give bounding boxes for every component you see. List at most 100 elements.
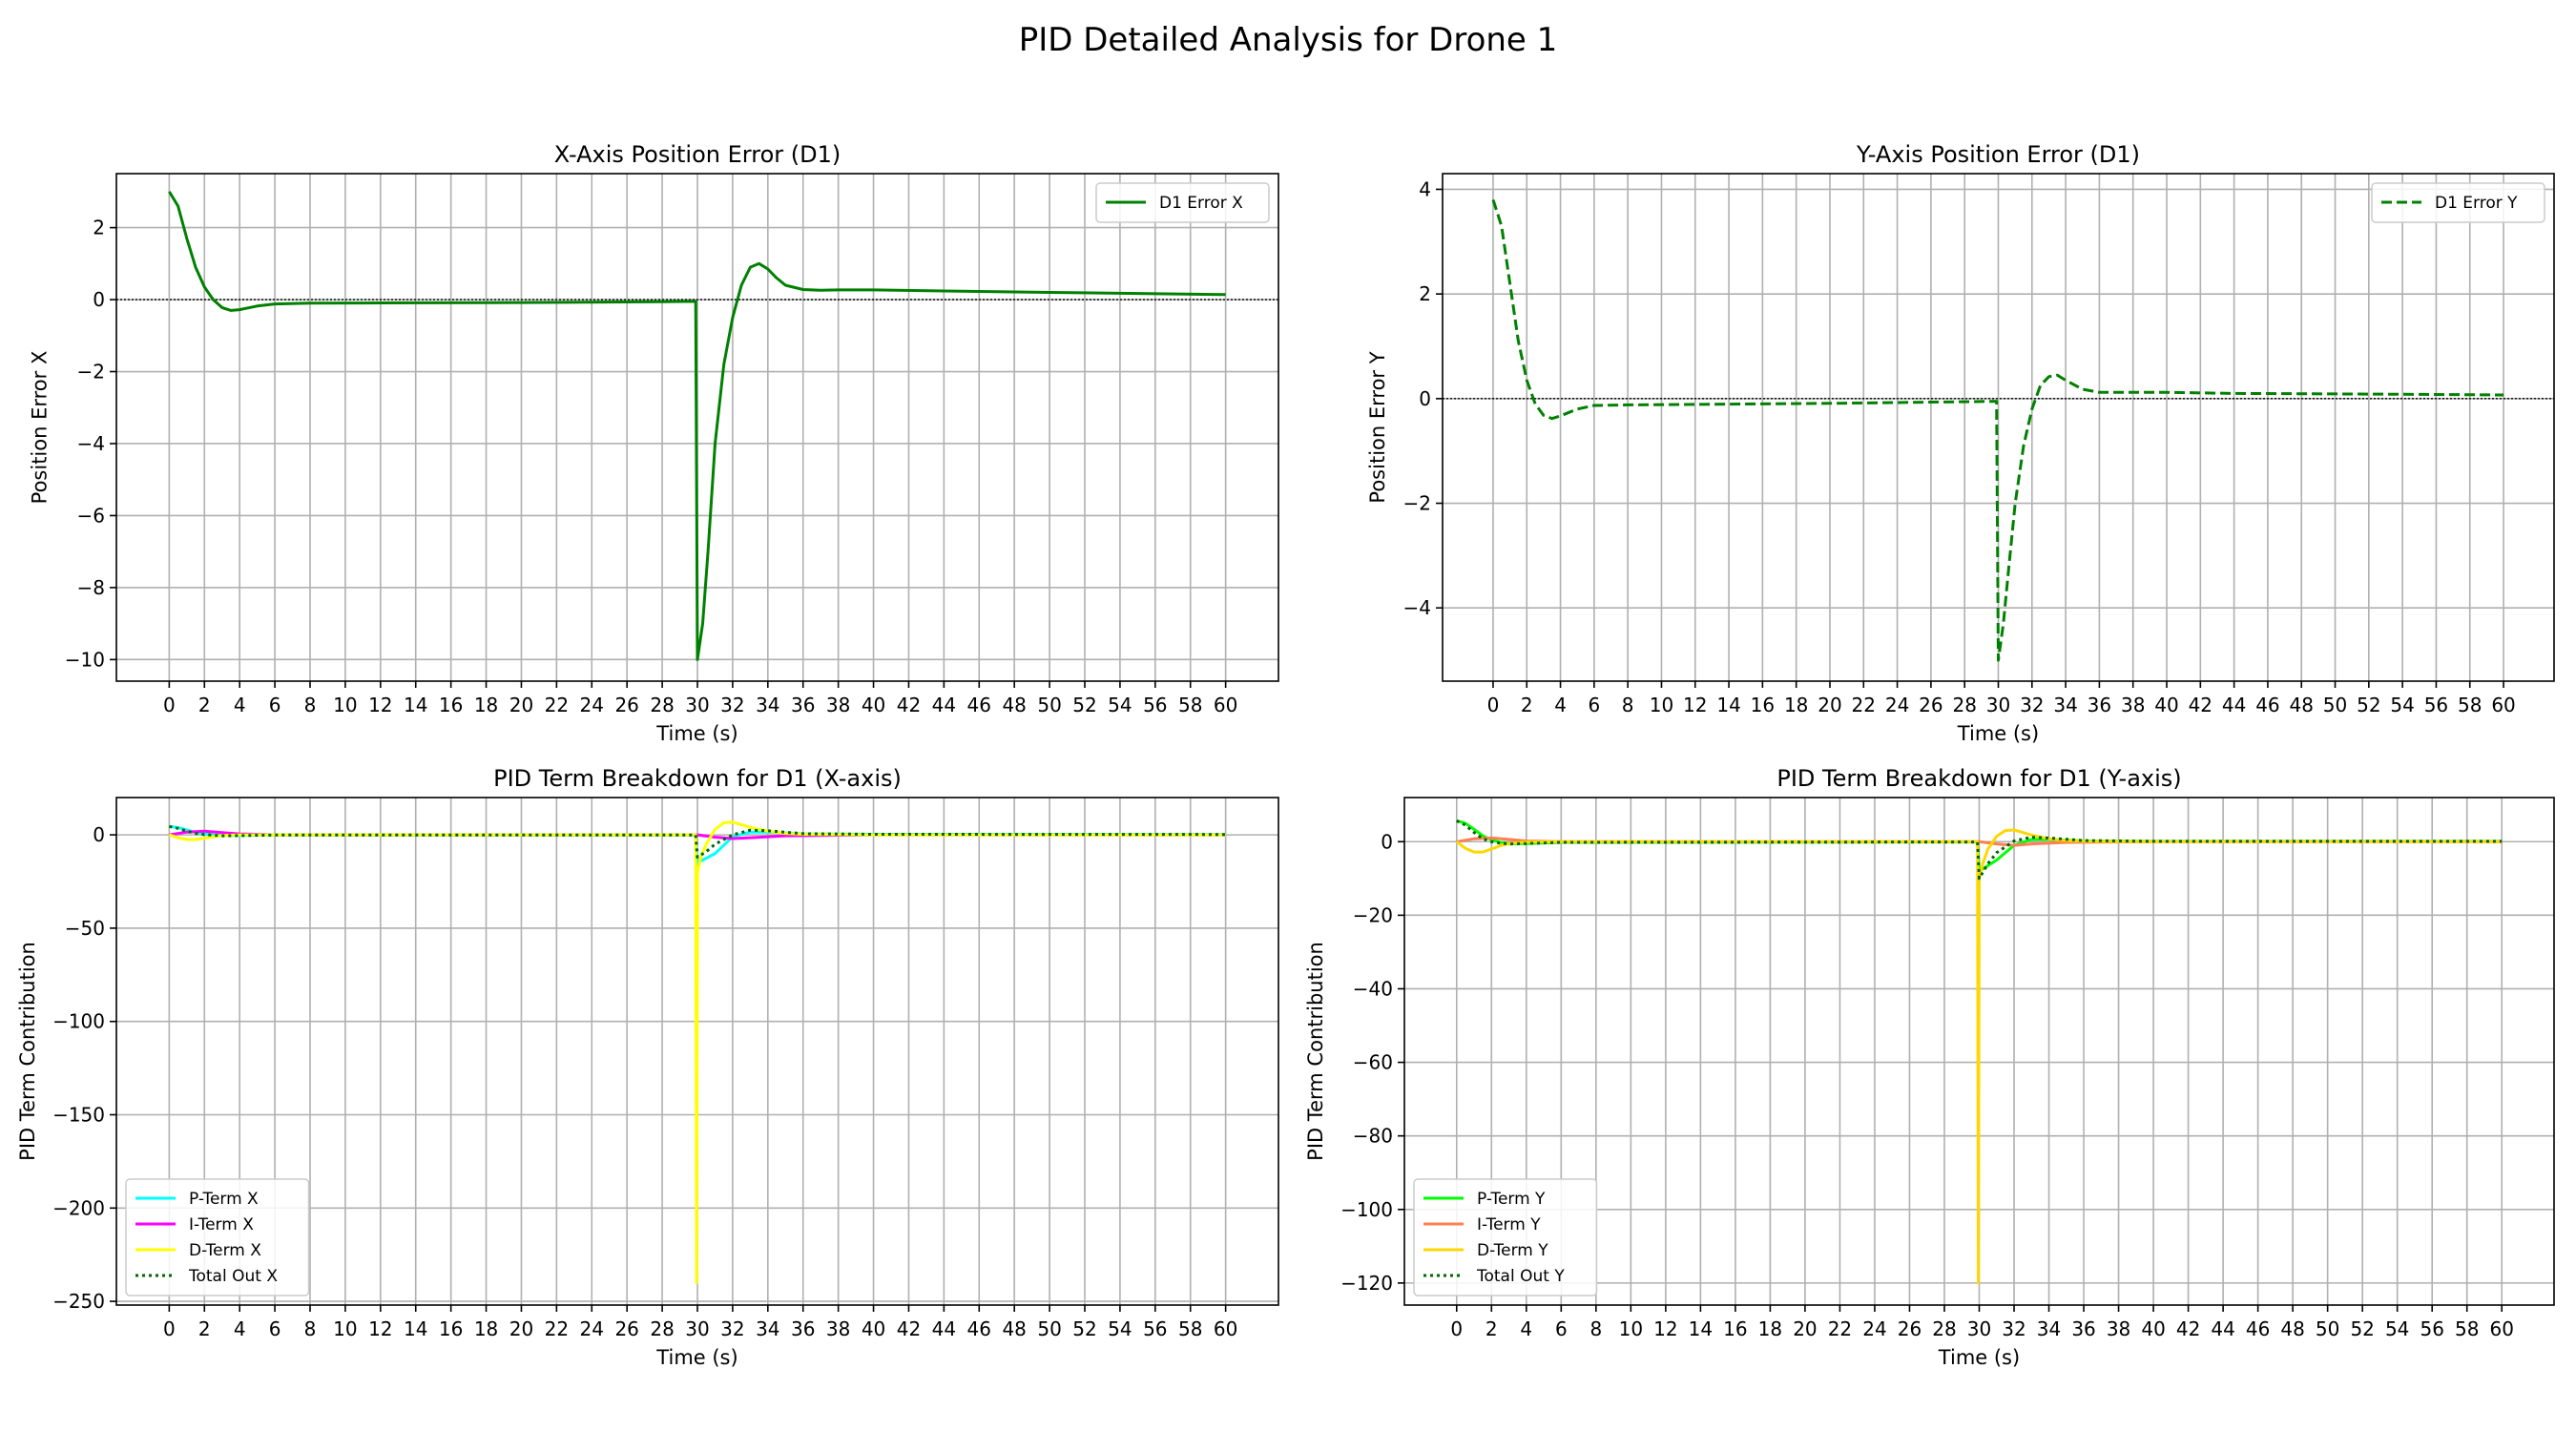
x-tick-label: 28	[1932, 1317, 1956, 1340]
x-tick-label: 16	[1723, 1317, 1747, 1340]
x-tick-label: 30	[685, 694, 709, 716]
x-tick-label: 34	[756, 1317, 779, 1340]
x-tick-label: 50	[1037, 1317, 1061, 1340]
series-group	[168, 820, 1226, 1284]
x-tick-label: 30	[685, 1317, 709, 1340]
x-tick-label: 24	[580, 694, 604, 716]
x-tick-label: 6	[1555, 1317, 1568, 1340]
x-tick-label: 20	[509, 694, 533, 716]
x-tick-label: 22	[545, 694, 569, 716]
x-tick-label: 58	[2458, 694, 2482, 716]
x-tick-label: 40	[862, 1317, 885, 1340]
x-tick-label: 60	[2491, 694, 2515, 716]
y-tick-label: 4	[1419, 177, 1431, 200]
series-line-total-out-x	[169, 824, 1226, 860]
x-tick-label: 24	[580, 1317, 604, 1340]
x-tick-label: 2	[198, 694, 211, 716]
x-tick-label: 56	[2420, 1317, 2443, 1340]
x-tick-label: 4	[234, 694, 246, 716]
series-group	[168, 191, 1226, 661]
x-axis-label: Time (s)	[1957, 722, 2039, 745]
x-tick-label: 24	[1885, 694, 1909, 716]
x-tick-label: 20	[1793, 1317, 1817, 1340]
y-tick-label: −200	[52, 1196, 105, 1219]
legend-box	[125, 1178, 310, 1296]
x-tick-label: 4	[1554, 694, 1567, 716]
x-axis-label: Time (s)	[655, 1346, 737, 1369]
x-tick-label: 38	[826, 1317, 850, 1340]
x-tick-label: 26	[614, 1317, 638, 1340]
x-tick-label: 2	[1521, 694, 1533, 716]
x-tick-label: 18	[474, 1317, 498, 1340]
legend-label: Total Out X	[188, 1267, 278, 1286]
x-tick-label: 32	[2002, 1317, 2025, 1340]
x-tick-label: 16	[439, 694, 463, 716]
x-tick-label: 6	[1588, 694, 1600, 716]
x-tick-label: 2	[1485, 1317, 1498, 1340]
series-line-total-out-y	[1456, 819, 2503, 881]
x-tick-label: 18	[1758, 1317, 1782, 1340]
x-tick-label: 30	[1967, 1317, 1991, 1340]
x-tick-label: 22	[545, 1317, 569, 1340]
x-tick-label: 10	[1650, 694, 1673, 716]
x-tick-label: 56	[2424, 694, 2448, 716]
x-tick-label: 52	[2357, 694, 2380, 716]
x-tick-label: 40	[2154, 694, 2178, 716]
x-tick-label: 44	[2211, 1317, 2234, 1340]
x-tick-label: 18	[1784, 694, 1808, 716]
x-tick-label: 60	[2490, 1317, 2514, 1340]
x-tick-label: 8	[1622, 694, 1634, 716]
x-tick-label: 44	[932, 694, 956, 716]
x-tick-label: 12	[368, 1317, 392, 1340]
x-tick-label: 54	[2385, 1317, 2409, 1340]
x-tick-label: 28	[650, 694, 674, 716]
x-tick-label: 48	[1002, 694, 1026, 716]
x-tick-label: 22	[1828, 1317, 1852, 1340]
x-tick-label: 12	[1653, 1317, 1677, 1340]
x-tick-label: 16	[1751, 694, 1775, 716]
series-line-d1-error-y	[1491, 198, 2504, 662]
series-group	[1455, 819, 2503, 1285]
x-tick-label: 40	[862, 694, 885, 716]
x-tick-label: 60	[1214, 1317, 1237, 1340]
x-tick-label: 32	[2020, 694, 2044, 716]
chart-title: Y-Axis Position Error (D1)	[1856, 141, 2140, 168]
y-tick-label: 0	[1419, 387, 1431, 410]
x-tick-label: 50	[2316, 1317, 2339, 1340]
x-tick-label: 36	[2071, 1317, 2095, 1340]
legend-label: Total Out Y	[1476, 1267, 1565, 1286]
legend-label: I-Term Y	[1477, 1215, 1541, 1234]
y-tick-label: 0	[93, 288, 105, 311]
x-tick-label: 56	[1143, 1317, 1167, 1340]
series-line-d-term-y	[1455, 828, 2503, 1285]
legend-label: P-Term X	[189, 1190, 259, 1209]
y-tick-label: 2	[93, 217, 105, 239]
x-axis-label: Time (s)	[655, 722, 737, 745]
y-axis-label: PID Term Contribution	[1304, 942, 1327, 1161]
x-tick-label: 50	[1037, 694, 1061, 716]
x-tick-label: 2	[198, 1317, 211, 1340]
x-tick-label: 12	[368, 694, 392, 716]
x-tick-label: 54	[1108, 694, 1132, 716]
x-tick-label: 8	[1589, 1317, 1602, 1340]
legend-label: D1 Error Y	[2435, 194, 2518, 213]
x-tick-label: 46	[2246, 1317, 2270, 1340]
x-tick-label: 20	[1818, 694, 1841, 716]
x-tick-label: 54	[1108, 1317, 1132, 1340]
chart-panel-4: 0 2 4 6 8 10 12 14 16 18 20 22 24 26 28 30 32 34 36 38 40 42 4…	[1304, 765, 2555, 1369]
x-tick-label: 20	[509, 1317, 533, 1340]
x-tick-label: 52	[1072, 1317, 1096, 1340]
y-tick-label: −6	[77, 504, 105, 527]
x-tick-label: 26	[1898, 1317, 1922, 1340]
x-tick-label: 48	[2290, 694, 2314, 716]
x-tick-label: 32	[720, 1317, 744, 1340]
x-tick-label: 10	[1619, 1317, 1643, 1340]
x-tick-label: 34	[2053, 694, 2077, 716]
y-tick-label: −150	[52, 1104, 105, 1127]
x-tick-label: 36	[2088, 694, 2111, 716]
x-tick-label: 38	[826, 694, 850, 716]
x-tick-label: 0	[1487, 694, 1500, 716]
x-tick-label: 48	[2280, 1317, 2304, 1340]
legend: D1 Error X	[1095, 182, 1270, 223]
